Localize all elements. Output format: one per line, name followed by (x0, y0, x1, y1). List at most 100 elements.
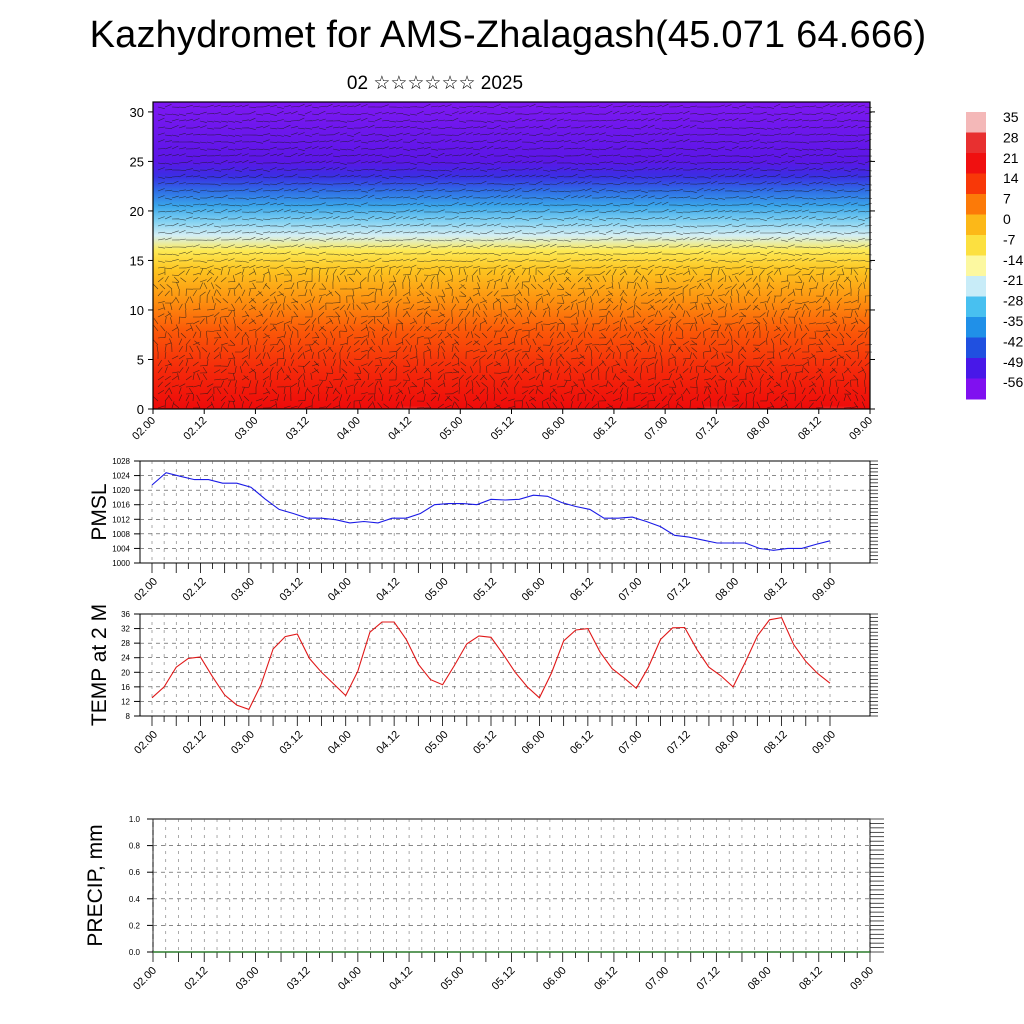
colorbar-label: -56 (1003, 374, 1023, 390)
chart-subtitle: 02 ☆☆☆☆☆☆ 2025 (346, 73, 524, 94)
temp-xtick-label: 06.12 (568, 729, 596, 757)
precip-ytick-label: 0.2 (129, 921, 141, 930)
page-title: Kazhydromet for AMS-Zhalagash(45.071 64.… (89, 14, 927, 56)
heatmap-ytick-label: 5 (137, 352, 144, 367)
colorbar-label: 28 (1003, 129, 1019, 145)
temp-ytick-label: 12 (121, 697, 130, 706)
precip-ytick-label: 0.4 (129, 895, 141, 904)
pmsl-xtick-label: 03.12 (277, 576, 305, 604)
temp-xtick-label: 03.00 (229, 729, 257, 757)
temp-xtick-label: 09.00 (810, 729, 838, 757)
pmsl-xtick-label: 06.12 (568, 576, 596, 604)
precip-ytick-label: 0.0 (129, 948, 141, 957)
temp-series-line (151, 616, 831, 711)
colorbar-swatch (966, 112, 986, 133)
colorbar-label: -7 (1003, 231, 1016, 247)
colorbar-label: 35 (1003, 109, 1019, 125)
pmsl-ytick-label: 1004 (112, 544, 130, 553)
pmsl-ytick-label: 1028 (112, 457, 130, 466)
temp-ytick-label: 28 (121, 639, 130, 648)
colorbar-swatch (966, 358, 986, 379)
colorbar-swatch (966, 235, 986, 256)
colorbar-label: -21 (1003, 272, 1023, 288)
colorbar-swatch (966, 214, 986, 236)
temp-ytick-label: 16 (121, 683, 130, 692)
precip-ytick-label: 1.0 (129, 815, 141, 824)
colorbar-label: -35 (1003, 313, 1023, 329)
temp-2m-panel: 8 12 16 20 24 28 32 36 02.00 02.12 03.00 03.12 04.00… (88, 604, 878, 757)
colorbar-swatch (966, 378, 986, 400)
heatmap-field (153, 102, 870, 409)
heatmap-xtick-label: 06.12 (591, 415, 619, 443)
precip-xtick-label: 08.00 (746, 965, 774, 993)
pmsl-ytick-label: 1020 (112, 486, 130, 495)
temp-ytick-label: 20 (121, 668, 130, 677)
colorbar-label: -14 (1003, 252, 1023, 268)
heatmap-xtick-label: 03.00 (233, 415, 261, 443)
temp-xtick-label: 08.12 (762, 729, 790, 757)
heatmap-xtick-label: 07.00 (642, 415, 670, 443)
pmsl-xtick-label: 04.12 (374, 576, 402, 604)
heatmap-ytick-label: 0 (137, 402, 144, 417)
heatmap-plume-1 (698, 363, 742, 415)
precip-ylabel: PRECIP, mm (84, 824, 107, 946)
precip-xtick-label: 02.12 (182, 965, 210, 993)
colorbar-swatch (966, 173, 986, 195)
colorbar-swatch (966, 255, 986, 277)
pmsl-xtick-label: 02.12 (181, 576, 209, 604)
heatmap-ytick-label: 10 (130, 303, 144, 318)
pmsl-xtick-label: 05.12 (471, 576, 499, 604)
precip-xtick-label: 08.12 (797, 965, 825, 993)
temp-ytick-label: 8 (126, 712, 131, 721)
heatmap-xtick-label: 08.00 (745, 415, 773, 443)
colorbar-label: -42 (1003, 333, 1023, 349)
colorbar-swatch (966, 317, 986, 338)
wind-barbs (152, 103, 873, 409)
heatmap-xtick-label: 04.00 (335, 415, 363, 443)
colorbar-label: 0 (1003, 211, 1011, 227)
precip-xtick-label: 05.12 (490, 965, 518, 993)
heatmap-ytick-label: 30 (130, 105, 144, 120)
temp-xtick-label: 06.00 (520, 729, 548, 757)
pmsl-panel: 1000 1004 1008 1012 1016 1020 1024 1028 02.00 02.… (88, 457, 878, 604)
precip-xtick-label: 04.00 (336, 965, 364, 993)
temp-xtick-label: 05.00 (423, 729, 451, 757)
pmsl-ytick-label: 1024 (112, 472, 130, 481)
heatmap-xtick-label: 08.12 (796, 415, 824, 443)
pmsl-xtick-label: 07.00 (616, 576, 644, 604)
precip-ytick-label: 0.6 (129, 868, 141, 877)
precip-xtick-label: 07.00 (643, 965, 671, 993)
precip-xtick-label: 06.12 (592, 965, 620, 993)
colorbar-swatch (966, 194, 986, 215)
precip-ytick-label: 0.8 (129, 842, 141, 851)
pmsl-xtick-label: 08.00 (713, 576, 741, 604)
temp-frame (139, 613, 871, 717)
colorbar-label: -49 (1003, 354, 1023, 370)
temp-xtick-label: 02.00 (132, 729, 160, 757)
heatmap-xtick-label: 07.12 (694, 415, 722, 443)
precip-xtick-label: 06.00 (541, 965, 569, 993)
heatmap-ytick-label: 25 (130, 154, 144, 169)
heatmap-xtick-label: 02.12 (181, 415, 209, 443)
pmsl-ytick-label: 1016 (112, 501, 130, 510)
pmsl-series-line (151, 472, 831, 551)
heatmap-plume-2 (813, 363, 857, 415)
temp-xtick-label: 05.12 (471, 729, 499, 757)
pmsl-xtick-label: 03.00 (229, 576, 257, 604)
heatmap-xtick-label: 05.12 (489, 415, 517, 443)
pmsl-xtick-label: 06.00 (520, 576, 548, 604)
colorbar-label: -28 (1003, 293, 1023, 309)
precip-xtick-label: 05.00 (438, 965, 466, 993)
temperature-colorbar: 35 28 21 14 7 0 -7 -14 -21 -28 -35 -42 -49 -56 (966, 109, 1023, 400)
temp-xtick-label: 04.12 (374, 729, 402, 757)
colorbar-label: 14 (1003, 170, 1019, 186)
precip-xtick-label: 09.00 (848, 965, 876, 993)
heatmap-xtick-label: 03.12 (284, 415, 312, 443)
temp-ytick-label: 36 (121, 610, 130, 619)
heatmap-xtick-label: 04.12 (386, 415, 414, 443)
pmsl-frame (139, 460, 871, 564)
pmsl-xtick-label: 02.00 (132, 576, 160, 604)
temp-xtick-label: 04.00 (326, 729, 354, 757)
pmsl-ytick-label: 1000 (112, 559, 130, 568)
